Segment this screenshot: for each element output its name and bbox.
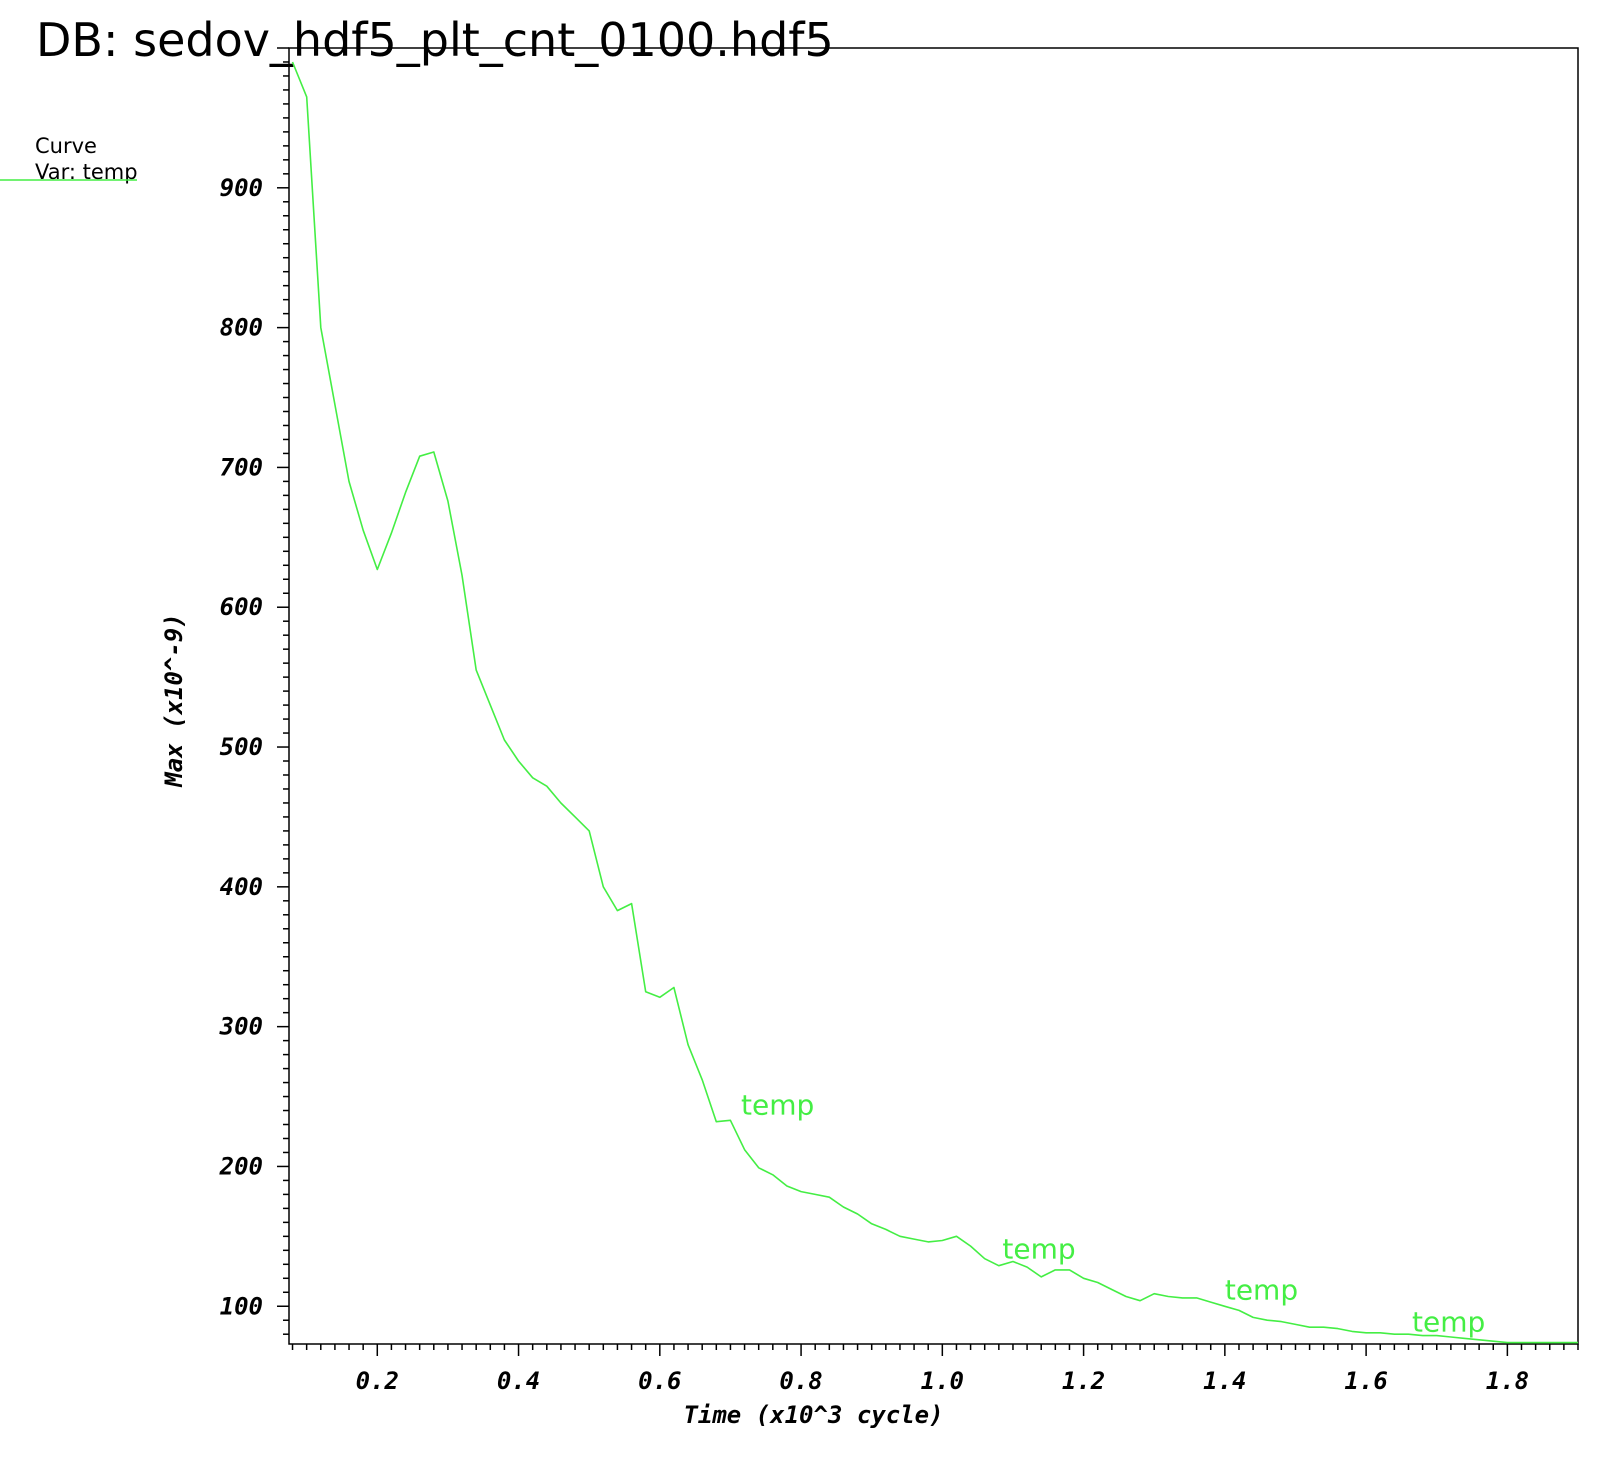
y-tick-label: 700 (220, 453, 263, 481)
x-tick-label: 1.4 (1203, 1367, 1246, 1395)
y-tick-label: 100 (220, 1292, 263, 1320)
y-tick-label: 400 (220, 873, 263, 901)
series-line (291, 61, 1578, 1344)
x-axis: 0.2 0.4 0.6 0.8 1.0 1.2 1.4 1.6 1.8 (291, 1344, 1579, 1395)
curve-labels: temp temp temp temp (741, 1089, 1485, 1339)
curve-label: temp (1002, 1233, 1075, 1266)
legend: Curve Var: temp (0, 134, 138, 184)
legend-heading: Curve (35, 134, 97, 158)
y-axis-label: Max (x10^-9) (160, 613, 188, 787)
y-tick-label: 800 (220, 314, 263, 342)
x-tick-label: 0.2 (356, 1367, 399, 1395)
curve-label: temp (1225, 1273, 1298, 1306)
y-tick-label: 500 (220, 733, 263, 761)
y-tick-label: 200 (219, 1152, 263, 1180)
curve-label: temp (741, 1089, 814, 1122)
curve-label: temp (1412, 1305, 1485, 1338)
y-tick-label: 300 (219, 1013, 263, 1041)
series-layer (291, 61, 1578, 1344)
x-tick-label: 0.6 (638, 1367, 681, 1395)
x-tick-label: 0.8 (779, 1367, 822, 1395)
y-axis: 100 200 300 400 500 600 700 800 900 (219, 47, 289, 1335)
x-tick-label: 1.2 (1062, 1367, 1105, 1395)
y-tick-label: 900 (220, 174, 263, 202)
y-tick-label: 600 (220, 593, 263, 621)
database-title: DB: sedov_hdf5_plt_cnt_0100.hdf5 (36, 13, 834, 67)
x-tick-label: 1.6 (1344, 1367, 1387, 1395)
plot-frame (288, 47, 1579, 1345)
x-axis-label: Time (x10^3 cycle) (683, 1401, 943, 1429)
x-tick-label: 0.4 (497, 1367, 540, 1395)
x-tick-label: 1.8 (1486, 1367, 1529, 1395)
x-tick-label: 1.0 (921, 1367, 964, 1395)
